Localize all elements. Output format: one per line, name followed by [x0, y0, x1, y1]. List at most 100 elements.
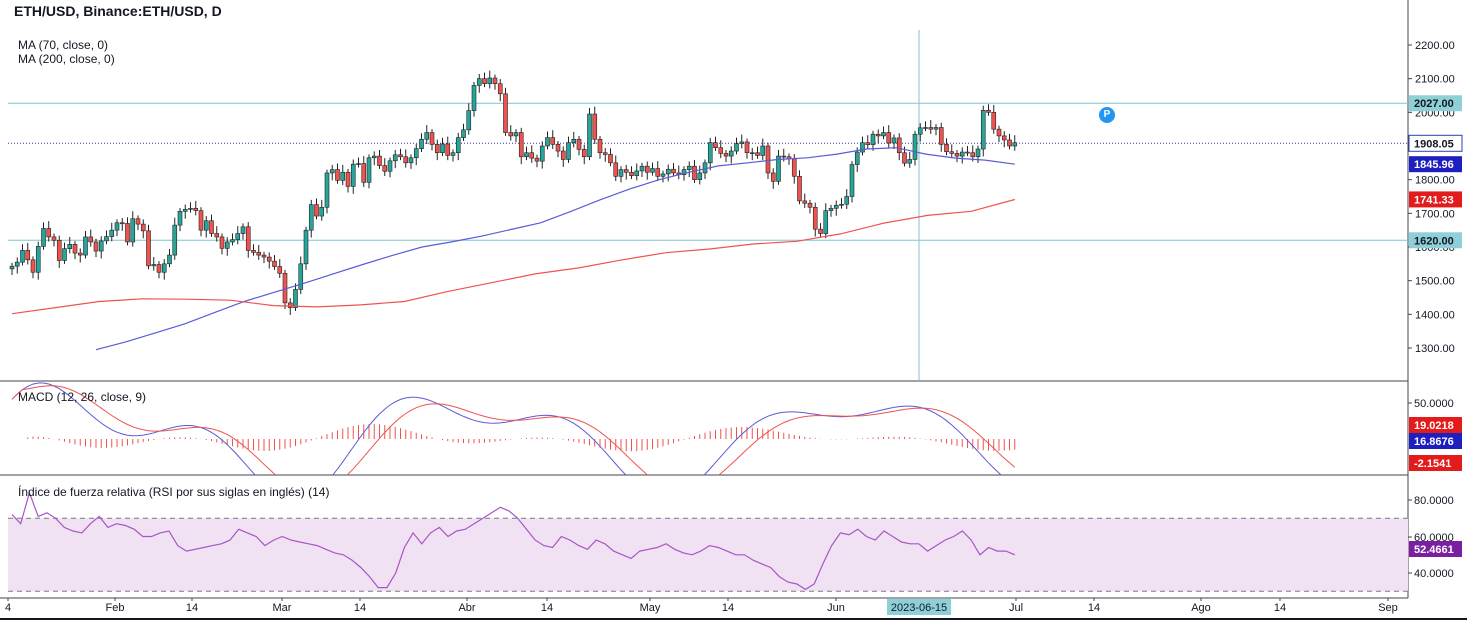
candle-body [67, 244, 73, 249]
candle-body [35, 246, 41, 273]
candle-body [182, 208, 188, 212]
price-tick-label: 1300.00 [1415, 343, 1455, 355]
candle-body [650, 168, 655, 173]
candle-body [991, 112, 997, 130]
candle-body [298, 263, 304, 290]
candle-body [156, 264, 162, 273]
candle-body [445, 143, 451, 156]
candle-body [440, 143, 445, 154]
macd-signal-line [11, 385, 1016, 475]
candle-body [125, 223, 130, 243]
candle-body [303, 229, 309, 265]
candle-body [46, 228, 52, 238]
candle-body [655, 168, 661, 177]
candle-body [482, 78, 487, 85]
time-tick-label-highlighted: 2023-06-15 [891, 602, 947, 614]
candle-body [72, 244, 78, 254]
candle-body [970, 152, 976, 158]
rsi-tick-label: 52.4661 [1414, 544, 1454, 556]
candle-body [203, 220, 209, 231]
candle-body [828, 207, 834, 211]
candle-body [629, 171, 634, 176]
candle-body [235, 233, 241, 240]
candle-body [461, 129, 466, 138]
candle-body [387, 160, 393, 172]
candle-body [319, 206, 325, 217]
candle-body [167, 254, 172, 265]
candle-body [755, 152, 760, 156]
candle-body [329, 169, 335, 174]
candle-body [597, 138, 603, 154]
candle-body [713, 142, 718, 148]
candle-body [739, 141, 745, 144]
legend-macd[interactable]: MACD (12, 26, close, 9) [18, 390, 147, 404]
candle-body [587, 113, 592, 158]
candle-body [917, 127, 923, 135]
candle-body [161, 263, 167, 273]
ma70-line [95, 147, 1015, 351]
time-tick-label: Abr [458, 602, 475, 614]
candle-body [980, 110, 986, 150]
legend-rsi[interactable]: Índice de fuerza relativa (RSI por sus s… [18, 485, 330, 499]
macd-tick-label: 50.0000 [1414, 398, 1454, 410]
candle-body [891, 137, 897, 144]
candle-body [870, 133, 876, 145]
p-marker-icon[interactable]: P [1099, 107, 1115, 123]
candle-body [361, 163, 367, 183]
time-tick-label: 14 [1088, 602, 1100, 614]
candle-body [382, 165, 388, 172]
price-badge-last [1408, 134, 1463, 152]
time-tick-label: Jul [1009, 602, 1023, 614]
candle-body [62, 248, 67, 261]
candle-body [776, 155, 781, 182]
candle-body [692, 165, 697, 180]
candle-body [912, 133, 918, 160]
time-axis-highlight [887, 599, 951, 615]
candle-body [466, 110, 472, 131]
candle-body [833, 204, 839, 209]
macd-pane [11, 382, 1016, 475]
candle-body [807, 202, 813, 208]
candle-body [487, 77, 493, 85]
price-tick-label: 2100.00 [1415, 74, 1455, 86]
candle-body [797, 176, 802, 202]
candle-body [350, 163, 356, 187]
candle-body [172, 224, 178, 256]
time-tick-label: 14 [1274, 602, 1286, 614]
ma200-line [11, 198, 1015, 315]
candle-body [471, 85, 477, 111]
rsi-tick-label: 80.0000 [1414, 495, 1454, 507]
candle-body [896, 137, 902, 154]
candle-body [392, 154, 398, 162]
candle-body [944, 144, 949, 153]
chart-title: ETH/USD, Binance:ETH/USD, D [14, 3, 222, 19]
candle-body [188, 207, 193, 210]
time-tick-label: Feb [106, 602, 125, 614]
candle-body [728, 150, 734, 157]
candle-body [151, 264, 157, 267]
rsi-badge [1409, 541, 1462, 557]
candle-body [781, 155, 787, 158]
candle-body [450, 152, 456, 156]
candle-body [938, 127, 944, 145]
candle-body [518, 132, 524, 158]
candle-body [644, 165, 650, 173]
candle-body [529, 152, 535, 159]
candle-body [923, 127, 928, 129]
time-tick-label: 14 [354, 602, 366, 614]
candle-body [707, 142, 713, 164]
candle-body [665, 168, 671, 175]
candle-body [686, 165, 692, 170]
candle-body [455, 137, 461, 154]
candle-body [812, 206, 818, 230]
candle-body [1001, 135, 1007, 141]
price-tick-label: 1400.00 [1415, 309, 1455, 321]
candle-body [413, 148, 419, 159]
candle-body [245, 226, 251, 251]
candle-body [608, 154, 613, 164]
candle-body [618, 169, 624, 177]
legend-ma70[interactable]: MA (70, close, 0) [18, 38, 109, 52]
candle-body [408, 157, 414, 164]
legend-ma200[interactable]: MA (200, close, 0) [18, 52, 115, 66]
